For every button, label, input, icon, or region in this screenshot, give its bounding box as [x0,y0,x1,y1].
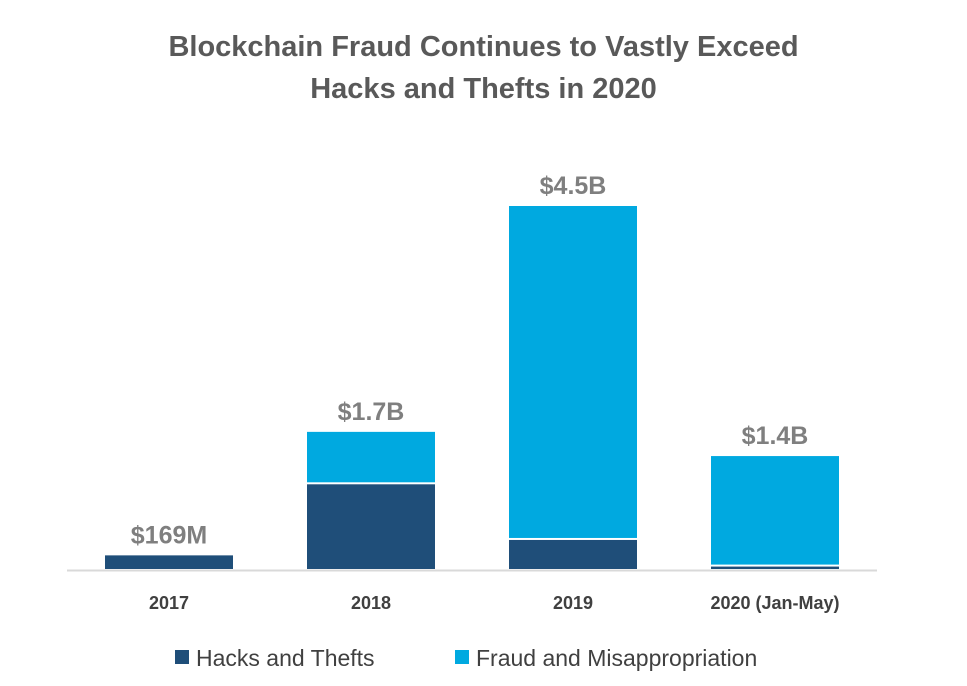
bar-fraud-2 [509,206,637,538]
legend-label: Fraud and Misappropriation [476,645,757,671]
data-label: $4.5B [540,172,607,200]
legend-label: Hacks and Thefts [196,645,375,671]
legend-swatch [455,650,469,664]
x-tick-label: 2020 (Jan-May) [710,593,839,613]
legend-swatch [175,650,189,664]
bar-fraud-3 [711,456,839,565]
title-line-2: Hacks and Thefts in 2020 [310,73,657,105]
data-label: $169M [131,521,207,549]
data-label: $1.4B [742,422,809,450]
x-tick-label: 2018 [351,593,391,613]
x-tick-label: 2017 [149,593,189,613]
title-line-1: Blockchain Fraud Continues to Vastly Exc… [168,31,799,63]
bar-hacks-2 [509,539,637,569]
bar-hacks-3 [711,566,839,569]
bar-hacks-0 [105,555,233,569]
bar-hacks-1 [307,484,435,569]
bar-fraud-1 [307,431,435,483]
chart-title: Blockchain Fraud Continues to Vastly Exc… [0,26,967,110]
x-tick-label: 2019 [553,593,593,613]
data-label: $1.7B [338,398,405,426]
